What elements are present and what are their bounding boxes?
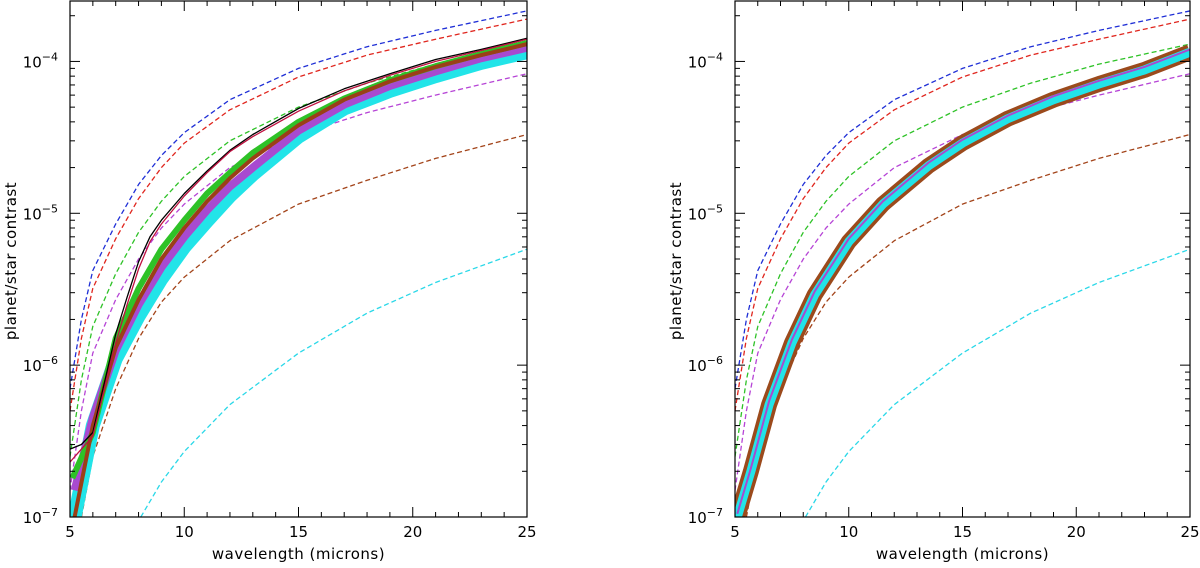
y-tick-label: 10−5	[23, 202, 58, 223]
series-cyan-dashed	[140, 248, 527, 517]
y-tick-label: 10−5	[688, 202, 723, 223]
series-green-dashed	[735, 43, 1190, 457]
series-purple-band	[70, 43, 527, 492]
series-brown-dashed	[80, 133, 527, 517]
x-tick-label: 25	[1180, 523, 1199, 541]
series-group	[70, 10, 527, 517]
x-tick-label: 15	[953, 523, 972, 541]
x-tick-label: 20	[1067, 523, 1086, 541]
series-blue-dashed	[735, 10, 1190, 389]
series-crimson-solid	[70, 38, 527, 463]
x-tick-label: 25	[517, 523, 536, 541]
y-tick-label: 10−6	[23, 354, 58, 375]
x-axis-label: wavelength (microns)	[212, 545, 385, 563]
x-tick-label: 20	[403, 523, 422, 541]
y-axis-label: planet/star contrast	[2, 182, 20, 340]
x-tick-label: 5	[730, 523, 740, 541]
y-tick-label: 10−6	[688, 354, 723, 375]
y-tick-label: 10−7	[688, 506, 723, 527]
series-red-dashed	[70, 18, 527, 412]
x-tick-label: 15	[289, 523, 308, 541]
x-tick-label: 10	[175, 523, 194, 541]
series-group	[735, 10, 1190, 517]
series-green-dashed	[70, 43, 527, 457]
y-axis-label: planet/star contrast	[667, 182, 685, 340]
chart-panel-right: 5 10 15 20 25 10−7 10−6 10−5 10−4 wavelength (mic…	[667, 0, 1200, 563]
series-cyan-dashed	[804, 248, 1190, 517]
series-red-dashed	[735, 18, 1190, 412]
series-blue-dashed	[70, 10, 527, 389]
chart-panel-left: 5 10 15 20 25 10−7 10−6 10−5 10−4 wavelength (mic…	[2, 0, 537, 563]
series-brown-band	[735, 44, 1190, 517]
x-axis-label: wavelength (microns)	[876, 545, 1049, 563]
series-cyan-band	[735, 48, 1190, 517]
y-tick-label: 10−7	[23, 506, 58, 527]
y-tick-label: 10−4	[23, 50, 58, 71]
x-tick-label: 10	[839, 523, 858, 541]
x-tick-label: 5	[65, 523, 75, 541]
series-black-solid	[70, 37, 527, 450]
series-purple-dashed	[70, 73, 527, 491]
series-brown-dashed	[745, 133, 1190, 517]
series-cyan-band	[70, 45, 527, 517]
series-purple-line	[736, 48, 1190, 515]
y-tick-label: 10−4	[688, 50, 723, 71]
series-brown-solid	[72, 42, 527, 517]
